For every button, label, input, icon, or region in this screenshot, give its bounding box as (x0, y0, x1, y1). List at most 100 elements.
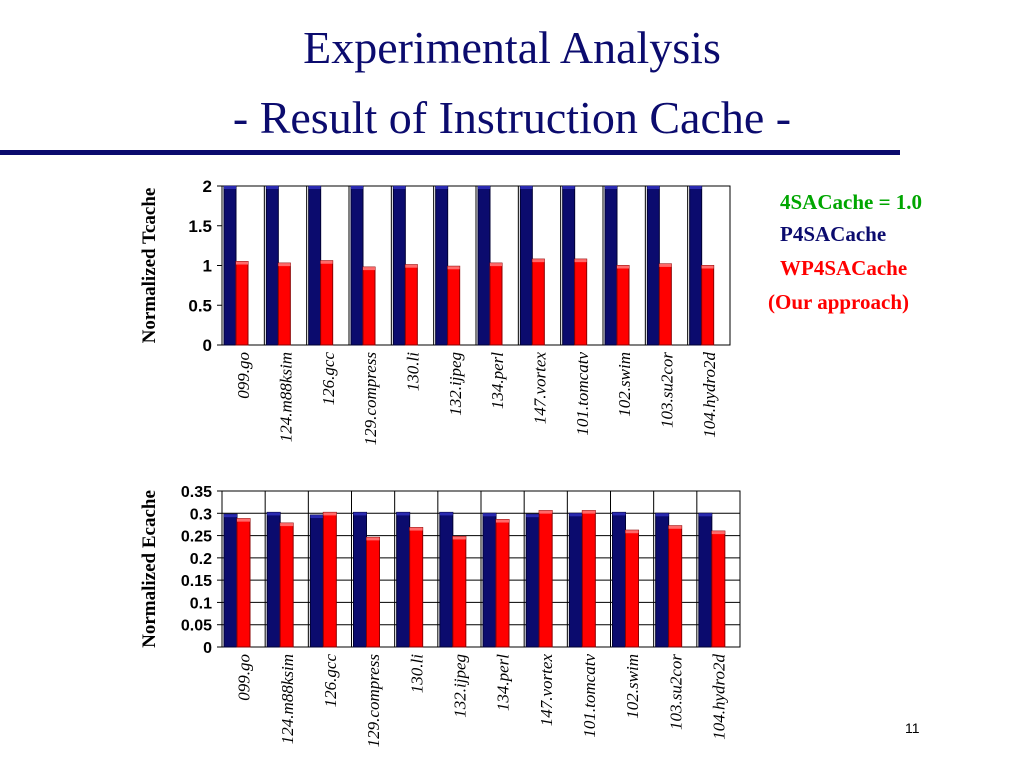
bar-p4sacache (646, 185, 660, 346)
bar-p4sacache (223, 513, 238, 648)
bar-top-highlight (520, 186, 533, 189)
x-category-label: 126.gcc (319, 352, 338, 406)
bar-wp4sacache (235, 261, 249, 346)
bar-wp4sacache (277, 262, 291, 346)
legend-baseline: 4SACache = 1.0 (780, 190, 923, 214)
slide-subtitle: - Result of Instruction Cache - (232, 92, 792, 143)
bar-wp4sacache (362, 266, 376, 346)
legend-note: (Our approach) (768, 290, 909, 314)
bar-wp4sacache (616, 265, 630, 346)
bar-top-highlight (236, 261, 248, 265)
y-tick-label: 2 (203, 177, 212, 196)
bar-top-highlight (625, 530, 639, 534)
bar-top-highlight (711, 531, 725, 535)
bar-p4sacache (396, 511, 411, 648)
bar-wp4sacache (625, 529, 639, 648)
bar-top-highlight (320, 260, 333, 264)
bar-p4sacache (655, 512, 670, 648)
bar-wp4sacache (581, 510, 596, 648)
bar-wp4sacache (538, 510, 553, 648)
bar-p4sacache (477, 185, 491, 346)
bar-wp4sacache (489, 262, 503, 346)
bar-top-highlight (612, 512, 626, 516)
bar-top-highlight (689, 186, 702, 189)
bar-top-highlight (490, 263, 502, 267)
x-category-label: 147.vortex (537, 654, 556, 727)
bar-top-highlight (526, 514, 540, 518)
y-tick-label: 0.5 (188, 296, 212, 315)
bar-p4sacache (392, 185, 406, 346)
y-tick-label: 0 (203, 640, 212, 657)
bar-p4sacache (612, 511, 626, 648)
bar-top-highlight (224, 186, 236, 189)
x-category-label: 130.li (407, 654, 426, 693)
bar-top-highlight (266, 186, 279, 189)
bar-wp4sacache (452, 535, 467, 648)
x-category-label: 099.go (234, 352, 253, 399)
bar-top-highlight (655, 513, 669, 517)
legend-series-wp4sacache: WP4SACache (780, 256, 908, 280)
chart-2: 0 0.05 0.1 0.15 0.2 0.25 0.3 0.35 099.go 124.m88k… (139, 484, 741, 748)
bar-wp4sacache (658, 263, 672, 346)
bar-p4sacache (604, 185, 618, 346)
bar-wp4sacache (409, 527, 424, 648)
bar-p4sacache (689, 185, 703, 346)
bar-wp4sacache (668, 525, 683, 648)
bar-wp4sacache (236, 518, 251, 648)
bar-p4sacache (350, 185, 364, 346)
bar-top-highlight (393, 186, 406, 189)
bar-p4sacache (519, 185, 533, 346)
y-tick-label: 0.1 (190, 595, 212, 612)
bar-top-highlight (478, 186, 490, 189)
y-axis-title: Normalized Tcache (139, 188, 160, 344)
y-tick-label: 0.25 (181, 529, 212, 546)
bar-top-highlight (310, 515, 324, 519)
bar-top-highlight (582, 510, 596, 514)
bar-wp4sacache (322, 511, 337, 648)
bar-wp4sacache (279, 522, 294, 648)
bar-wp4sacache (320, 260, 334, 346)
x-category-label: 134.perl (488, 352, 507, 409)
x-category-label: 129.compress (364, 654, 383, 748)
bar-p4sacache (265, 185, 279, 346)
x-category-label: 104.hydro2d (709, 654, 728, 740)
bar-wp4sacache (701, 265, 715, 346)
bar-top-highlight (353, 512, 367, 516)
bar-top-highlight (452, 536, 466, 540)
y-tick-label: 0.35 (181, 484, 212, 501)
bar-top-highlight (323, 512, 337, 516)
chart-1: 0 0.5 1 1.5 2 099.go 124.m88ksim 126.gcc 129.com… (139, 177, 731, 445)
bar-top-highlight (569, 513, 583, 517)
x-category-label: 130.li (404, 352, 423, 391)
bar-top-highlight (435, 186, 448, 189)
bar-top-highlight (447, 266, 460, 270)
bar-p4sacache (223, 185, 237, 346)
bar-p4sacache (439, 511, 454, 648)
y-tick-label: 0 (203, 336, 212, 355)
bar-top-highlight (224, 514, 237, 518)
bar-top-highlight (617, 265, 629, 269)
page-number: 11 (905, 720, 920, 736)
x-category-label: 132.ijpeg (450, 654, 469, 718)
bar-top-highlight (701, 265, 714, 269)
bar-top-highlight (439, 512, 453, 516)
bar-top-highlight (267, 512, 281, 516)
x-category-label: 126.gcc (321, 654, 340, 708)
bar-p4sacache (309, 514, 324, 648)
x-category-label: 124.m88ksim (278, 654, 297, 744)
bar-top-highlight (562, 186, 575, 189)
bar-top-highlight (366, 537, 380, 541)
bar-top-highlight (574, 259, 587, 263)
bar-top-highlight (539, 510, 553, 514)
y-tick-label: 1 (203, 257, 212, 276)
x-category-label: 103.su2cor (658, 352, 677, 428)
bar-top-highlight (308, 186, 321, 189)
x-category-label: 099.go (235, 654, 254, 701)
bar-p4sacache (308, 185, 322, 346)
legend-series-p4sacache: P4SACache (780, 222, 887, 246)
x-category-label: 132.ijpeg (446, 352, 465, 416)
bar-top-highlight (647, 186, 660, 189)
y-tick-label: 0.2 (190, 551, 212, 568)
bar-top-highlight (698, 513, 712, 517)
bar-top-highlight (659, 263, 672, 267)
